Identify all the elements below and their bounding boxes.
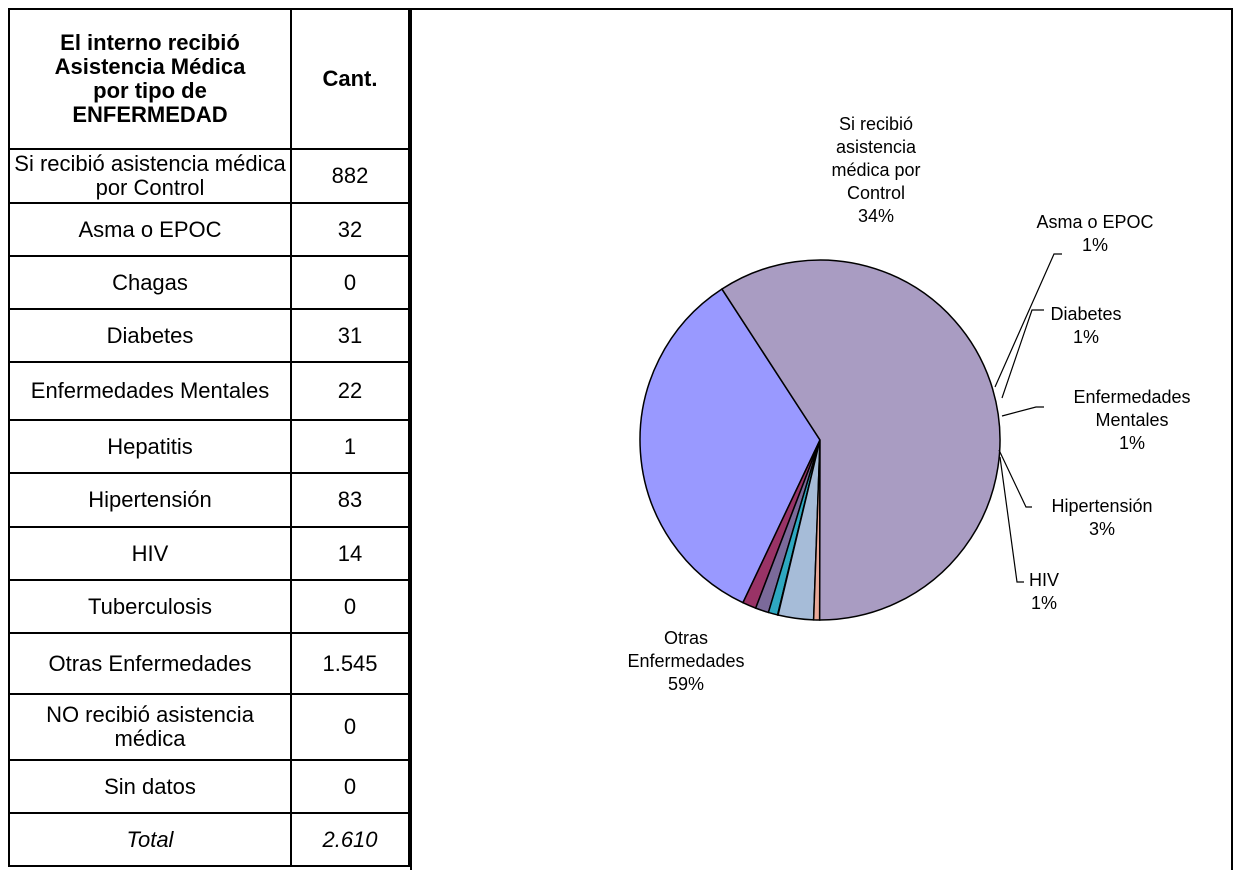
- table-row: Diabetes 31: [8, 308, 410, 363]
- row-value: 0: [290, 255, 410, 310]
- slice-labels: Si recibió asistencia médica por Control 34%…: [627, 114, 1190, 694]
- row-label: Hepatitis: [8, 419, 292, 474]
- slice-label-asma-o-epoc: Asma o EPOC 1%: [1036, 212, 1153, 255]
- slice-label-line: Diabetes: [1050, 304, 1121, 324]
- table-row: Hipertensión 83: [8, 472, 410, 528]
- row-value: 0: [290, 579, 410, 634]
- slice-label-line: 1%: [1031, 593, 1057, 613]
- slice-label-line: HIV: [1029, 570, 1059, 590]
- row-label: Hipertensión: [8, 472, 292, 528]
- slice-label-line: Asma o EPOC: [1036, 212, 1153, 232]
- row-label: HIV: [8, 526, 292, 581]
- leader-line: [994, 253, 1062, 388]
- slice-label-line: Control: [847, 183, 905, 203]
- table-row: Tuberculosis 0: [8, 579, 410, 634]
- table-row: Asma o EPOC 32: [8, 202, 410, 257]
- slice-label-line: 1%: [1119, 433, 1145, 453]
- row-value: 1.545: [290, 632, 410, 695]
- category-header: El interno recibió Asistencia Médica por…: [8, 8, 292, 150]
- slice-label-line: 1%: [1073, 327, 1099, 347]
- leader-line: [998, 449, 1032, 508]
- slice-label-line: Si recibió: [839, 114, 913, 134]
- row-label: Diabetes: [8, 308, 292, 363]
- slice-label-line: 59%: [668, 674, 704, 694]
- table-row: Chagas 0: [8, 255, 410, 310]
- row-value: 0: [290, 693, 410, 761]
- pie-chart: Si recibió asistencia médica por Control 34%…: [627, 114, 1190, 694]
- leader-lines: [994, 253, 1062, 583]
- slice-label-line: Mentales: [1095, 410, 1168, 430]
- slice-label-line: médica por: [831, 160, 920, 180]
- table-row: Si recibió asistencia médica por Control…: [8, 148, 410, 204]
- slice-label-line: Enfermedades: [1073, 387, 1190, 407]
- total-label: Total: [8, 812, 292, 867]
- table-total-row: Total 2.610: [8, 812, 410, 867]
- slice-label-otras-enfermedades: Otras Enfermedades 59%: [627, 628, 744, 694]
- row-value: 14: [290, 526, 410, 581]
- category-header-line: Asistencia Médica: [54, 54, 246, 79]
- count-header: Cant.: [290, 8, 410, 150]
- row-label: Tuberculosis: [8, 579, 292, 634]
- row-label: Chagas: [8, 255, 292, 310]
- row-label: Asma o EPOC: [8, 202, 292, 257]
- data-table: El interno recibió Asistencia Médica por…: [8, 8, 410, 867]
- category-header-line: ENFERMEDAD: [72, 102, 228, 127]
- leader-line: [999, 456, 1024, 583]
- table-row: Enfermedades Mentales 22: [8, 361, 410, 421]
- row-value: 0: [290, 759, 410, 814]
- slice-label-enfermedades-mentales: Enfermedades Mentales 1%: [1073, 387, 1190, 453]
- pie-slice-otras-enfermedades: [720, 259, 1001, 621]
- leader-line: [1001, 406, 1044, 417]
- table-header-row: El interno recibió Asistencia Médica por…: [8, 8, 410, 150]
- row-label: NO recibió asistencia médica: [8, 693, 292, 761]
- row-value: 32: [290, 202, 410, 257]
- slice-label-line: 1%: [1082, 235, 1108, 255]
- row-value: 22: [290, 361, 410, 421]
- table-row: HIV 14: [8, 526, 410, 581]
- category-header-line: por tipo de: [93, 78, 207, 103]
- row-label: Sin datos: [8, 759, 292, 814]
- row-label: Si recibió asistencia médica por Control: [8, 148, 292, 204]
- slice-label-hipertensi-n: Hipertensión 3%: [1051, 496, 1152, 539]
- row-label: Otras Enfermedades: [8, 632, 292, 695]
- slice-label-line: Otras: [664, 628, 708, 648]
- slice-label-diabetes: Diabetes 1%: [1050, 304, 1121, 347]
- row-value: 83: [290, 472, 410, 528]
- table-row: Otras Enfermedades 1.545: [8, 632, 410, 695]
- slice-label-line: 34%: [858, 206, 894, 226]
- pie-slice-si-recibi-asistencia-m-dica-por-control: [639, 288, 821, 604]
- table-row: NO recibió asistencia médica 0: [8, 693, 410, 761]
- row-label: Enfermedades Mentales: [8, 361, 292, 421]
- slice-label-line: Hipertensión: [1051, 496, 1152, 516]
- leader-line: [1001, 309, 1044, 399]
- slice-label-line: 3%: [1089, 519, 1115, 539]
- slice-label-line: Enfermedades: [627, 651, 744, 671]
- row-value: 31: [290, 308, 410, 363]
- row-value: 882: [290, 148, 410, 204]
- row-value: 1: [290, 419, 410, 474]
- slice-label-si-recibi-asistencia-m-dica-por-control: Si recibió asistencia médica por Control 34%: [831, 114, 920, 226]
- table-row: Hepatitis 1: [8, 419, 410, 474]
- slice-label-line: asistencia: [836, 137, 917, 157]
- pie-slices: [639, 259, 1001, 621]
- data-table-container: El interno recibió Asistencia Médica por…: [8, 8, 410, 867]
- category-header-line: El interno recibió: [60, 30, 240, 55]
- slice-label-hiv: HIV 1%: [1029, 570, 1059, 613]
- table-row: Sin datos 0: [8, 759, 410, 814]
- chart-frame: Si recibió asistencia médica por Control 34%…: [410, 8, 1233, 870]
- total-value: 2.610: [290, 812, 410, 867]
